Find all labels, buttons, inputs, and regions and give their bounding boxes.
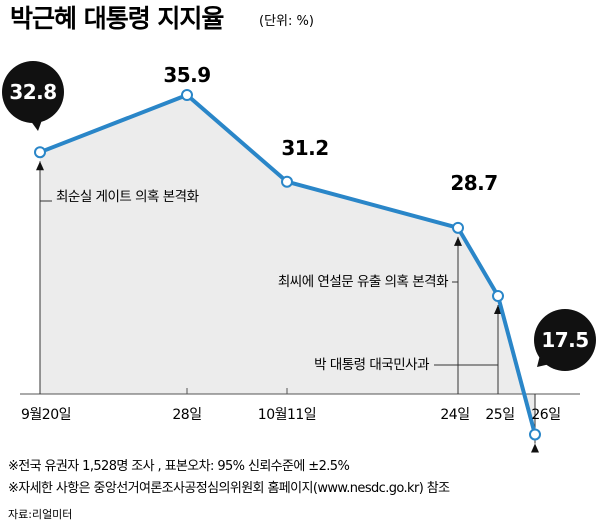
arrowhead: [494, 305, 502, 314]
chart-unit: (단위: %): [259, 14, 314, 29]
data-point: [452, 221, 464, 234]
data-point: [181, 89, 193, 101]
x-tick-label: 25일: [485, 407, 514, 423]
survey-note: ※전국 유권자 1,528명 조사 , 표본오차: 95% 신뢰수준에 ±2.5…: [8, 459, 349, 474]
value-label: 31.2: [281, 136, 328, 160]
data-source: 자료:리얼미터: [8, 507, 72, 521]
x-tick-label: 10월11일: [258, 407, 316, 423]
value-label: 32.8: [9, 80, 56, 104]
data-point: [492, 290, 504, 302]
data-point: [529, 428, 541, 441]
arrowhead: [36, 161, 44, 171]
annotation-text: 최순실 게이트 의혹 본격화: [56, 189, 199, 205]
x-axis-ticks: 9월20일 28일 10월11일 24일 25일 26일: [21, 407, 561, 423]
x-tick-label: 24일: [440, 407, 469, 423]
chart-title: 박근혜 대통령 지지율: [10, 4, 224, 33]
arrowhead: [454, 236, 462, 246]
annotation-text: 최씨에 연설문 유출 의혹 본격화: [278, 274, 448, 290]
area-fill: [40, 95, 535, 435]
value-label: 28.7: [450, 171, 497, 195]
annotation-text: 박 대통령 대국민사과: [314, 357, 429, 373]
data-point: [34, 146, 46, 159]
value-bubble-first: [2, 61, 64, 123]
value-label: 17.5: [541, 328, 588, 352]
value-labels: 32.8 35.9 31.2 28.7 17.5: [2, 61, 596, 371]
data-point: [281, 175, 293, 188]
x-tick-label: 26일: [531, 407, 560, 423]
series-line: [39, 93, 537, 435]
event-annotations: 최순실 게이트 의혹 본격화 최씨에 연설문 유출 의혹 본격화 박 대통령 대…: [56, 189, 449, 373]
guide-lines: [36, 161, 539, 453]
reference-note: ※자세한 사항은 중앙선거여론조사공정심의위원회 홈페이지(www.nesdc.…: [8, 481, 450, 496]
x-tick-label: 28일: [172, 407, 201, 423]
arrowhead: [531, 443, 539, 453]
data-point-markers: [34, 89, 541, 441]
value-bubble-last: [534, 309, 596, 371]
x-tick-label: 9월20일: [21, 407, 71, 423]
value-label: 35.9: [163, 63, 210, 87]
